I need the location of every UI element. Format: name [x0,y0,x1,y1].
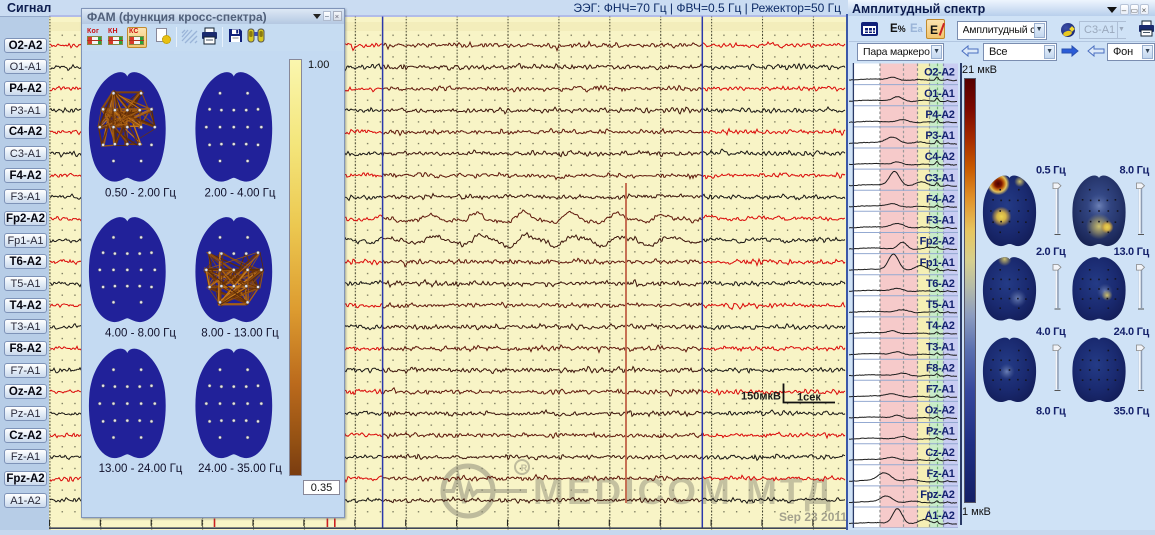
svg-text:8.0 Гц: 8.0 Гц [1036,406,1066,418]
svg-text:Fz-A1: Fz-A1 [926,468,954,480]
svg-text:F4-A2: F4-A2 [925,193,954,205]
svg-text:P4-A2: P4-A2 [925,109,954,121]
svg-text:P3-A1: P3-A1 [925,130,954,142]
svg-text:MEDICOM МТД: MEDICOM МТД [533,471,834,512]
svg-text:0.50 - 2.00 Гц: 0.50 - 2.00 Гц [105,188,176,200]
svg-text:T6-A2: T6-A2 [925,278,954,290]
svg-text:13.00 - 24.00 Гц: 13.00 - 24.00 Гц [99,463,183,475]
svg-text:Oz-A2: Oz-A2 [924,405,954,417]
svg-text:O2-A2: O2-A2 [924,67,955,79]
svg-text:24.0 Гц: 24.0 Гц [1114,326,1150,338]
svg-text:A1-A2: A1-A2 [924,510,954,522]
svg-text:Fp2-A2: Fp2-A2 [919,236,954,248]
svg-text:Pz-A1: Pz-A1 [925,426,954,438]
svg-text:4.00 - 8.00 Гц: 4.00 - 8.00 Гц [105,328,176,340]
svg-text:150мкВ: 150мкВ [741,391,781,403]
svg-text:2.0 Гц: 2.0 Гц [1036,246,1066,258]
svg-text:T4-A2: T4-A2 [925,320,954,332]
svg-text:4.0 Гц: 4.0 Гц [1036,326,1066,338]
svg-text:T5-A1: T5-A1 [925,299,954,311]
svg-text:F8-A2: F8-A2 [925,362,954,374]
svg-text:Sep 23 2011: Sep 23 2011 [779,510,847,524]
svg-text:F7-A1: F7-A1 [925,384,954,396]
svg-text:24.00 - 35.00 Гц: 24.00 - 35.00 Гц [198,463,282,475]
svg-text:35.0 Гц: 35.0 Гц [1114,406,1150,418]
svg-text:T3-A1: T3-A1 [925,341,954,353]
svg-text:1сек: 1сек [797,392,821,404]
svg-text:O1-A1: O1-A1 [924,88,955,100]
svg-text:8.0 Гц: 8.0 Гц [1119,165,1149,177]
svg-text:C4-A2: C4-A2 [924,151,954,163]
svg-text:0.5 Гц: 0.5 Гц [1036,165,1066,177]
svg-text:8.00 - 13.00 Гц: 8.00 - 13.00 Гц [201,328,279,340]
svg-text:Fpz-A2: Fpz-A2 [920,489,955,501]
svg-text:C3-A1: C3-A1 [924,172,954,184]
svg-text:13.0 Гц: 13.0 Гц [1114,246,1150,258]
svg-text:Cz-A2: Cz-A2 [925,447,954,459]
svg-text:2.00 - 4.00 Гц: 2.00 - 4.00 Гц [205,188,276,200]
svg-text:R: R [521,463,528,473]
svg-text:F3-A1: F3-A1 [925,215,954,227]
svg-text:Fp1-A1: Fp1-A1 [919,257,954,269]
